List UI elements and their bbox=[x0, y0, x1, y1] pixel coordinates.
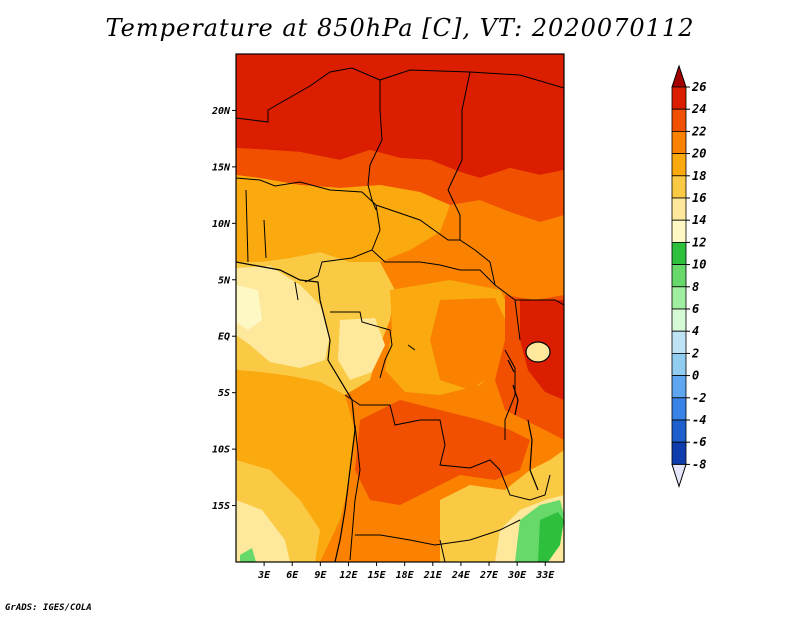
colorbar-label: 0 bbox=[692, 369, 699, 383]
latitude-axis: 20N 15N 10N 5N EQ 5S 10S 15S bbox=[211, 106, 236, 512]
colorbar-segment bbox=[671, 397, 687, 421]
colorbar-segment bbox=[671, 86, 687, 110]
lon-tick-label: 6E bbox=[286, 570, 299, 581]
lat-tick-label: EQ bbox=[218, 332, 230, 343]
colorbar-segment bbox=[671, 264, 687, 288]
colorbar-segment bbox=[671, 108, 687, 132]
colorbar-label: 8 bbox=[692, 280, 699, 294]
lon-tick-label: 15E bbox=[368, 570, 387, 581]
lon-tick-label: 21E bbox=[423, 570, 443, 581]
lon-tick-label: 18E bbox=[396, 570, 415, 581]
colorbar-segment bbox=[671, 286, 687, 310]
lat-tick-label: 5S bbox=[218, 388, 230, 399]
colorbar-label: 2 bbox=[691, 346, 699, 360]
colorbar-label: 26 bbox=[691, 80, 706, 94]
colorbar-label: 12 bbox=[692, 235, 706, 249]
colorbar-label: -4 bbox=[692, 413, 706, 427]
colorbar-label: 18 bbox=[692, 169, 706, 183]
lat-tick-label: 15S bbox=[212, 501, 230, 512]
colorbar-label: 24 bbox=[691, 102, 706, 116]
lon-tick-label: 27E bbox=[479, 570, 499, 581]
lon-tick-label: 9E bbox=[314, 570, 327, 581]
colorbar-segment bbox=[671, 197, 687, 221]
colorbar-top-arrow bbox=[671, 64, 687, 88]
coastlines bbox=[236, 261, 551, 562]
colorbar-label: 16 bbox=[692, 191, 706, 205]
colorbar-segment bbox=[671, 308, 687, 332]
colorbar-label: 14 bbox=[692, 213, 706, 227]
colorbar-bottom-arrow bbox=[671, 463, 687, 489]
colorbar-segment bbox=[671, 441, 687, 465]
colorbar-segment bbox=[671, 175, 687, 199]
map-frame bbox=[235, 53, 565, 563]
colorbar-label: 6 bbox=[692, 302, 699, 316]
lat-tick-label: 5N bbox=[218, 275, 231, 286]
longitude-axis: 3E 6E 9E 12E 15E 18E 21E 24E 27E 30E 33E bbox=[257, 562, 555, 581]
colorbar-segment bbox=[671, 330, 687, 354]
colorbar-label: -6 bbox=[692, 435, 706, 449]
lat-tick-label: 20N bbox=[211, 106, 231, 117]
map-title: Temperature at 850hPa [C], VT: 202007011… bbox=[105, 14, 695, 42]
lat-tick-label: 15N bbox=[212, 162, 231, 173]
colorbar-segment bbox=[671, 219, 687, 243]
colorbar-label: 20 bbox=[691, 147, 706, 161]
colorbar-label: 4 bbox=[692, 324, 699, 338]
colorbar-label: 22 bbox=[691, 124, 706, 138]
lat-tick-label: 10S bbox=[212, 445, 230, 456]
country-borders bbox=[236, 67, 564, 562]
colorbar-label: -8 bbox=[692, 457, 706, 471]
lon-tick-label: 24E bbox=[451, 570, 471, 581]
lon-tick-label: 12E bbox=[339, 570, 358, 581]
colorbar-segment bbox=[671, 419, 687, 443]
colorbar-segment bbox=[671, 130, 687, 154]
lat-tick-label: 10N bbox=[212, 219, 231, 230]
colorbar-segment bbox=[671, 375, 687, 399]
lon-tick-label: 30E bbox=[507, 570, 527, 581]
temperature-field bbox=[236, 54, 564, 562]
lon-tick-label: 33E bbox=[535, 570, 555, 581]
grads-credit: GrADS: IGES/COLA bbox=[5, 603, 92, 613]
colorbar-label: -2 bbox=[692, 391, 706, 405]
colorbar-label: 10 bbox=[692, 258, 706, 272]
colorbar-segment bbox=[671, 153, 687, 177]
colorbar-segment bbox=[671, 241, 687, 265]
lon-tick-label: 3E bbox=[257, 570, 271, 581]
colorbar-segment bbox=[671, 352, 687, 376]
